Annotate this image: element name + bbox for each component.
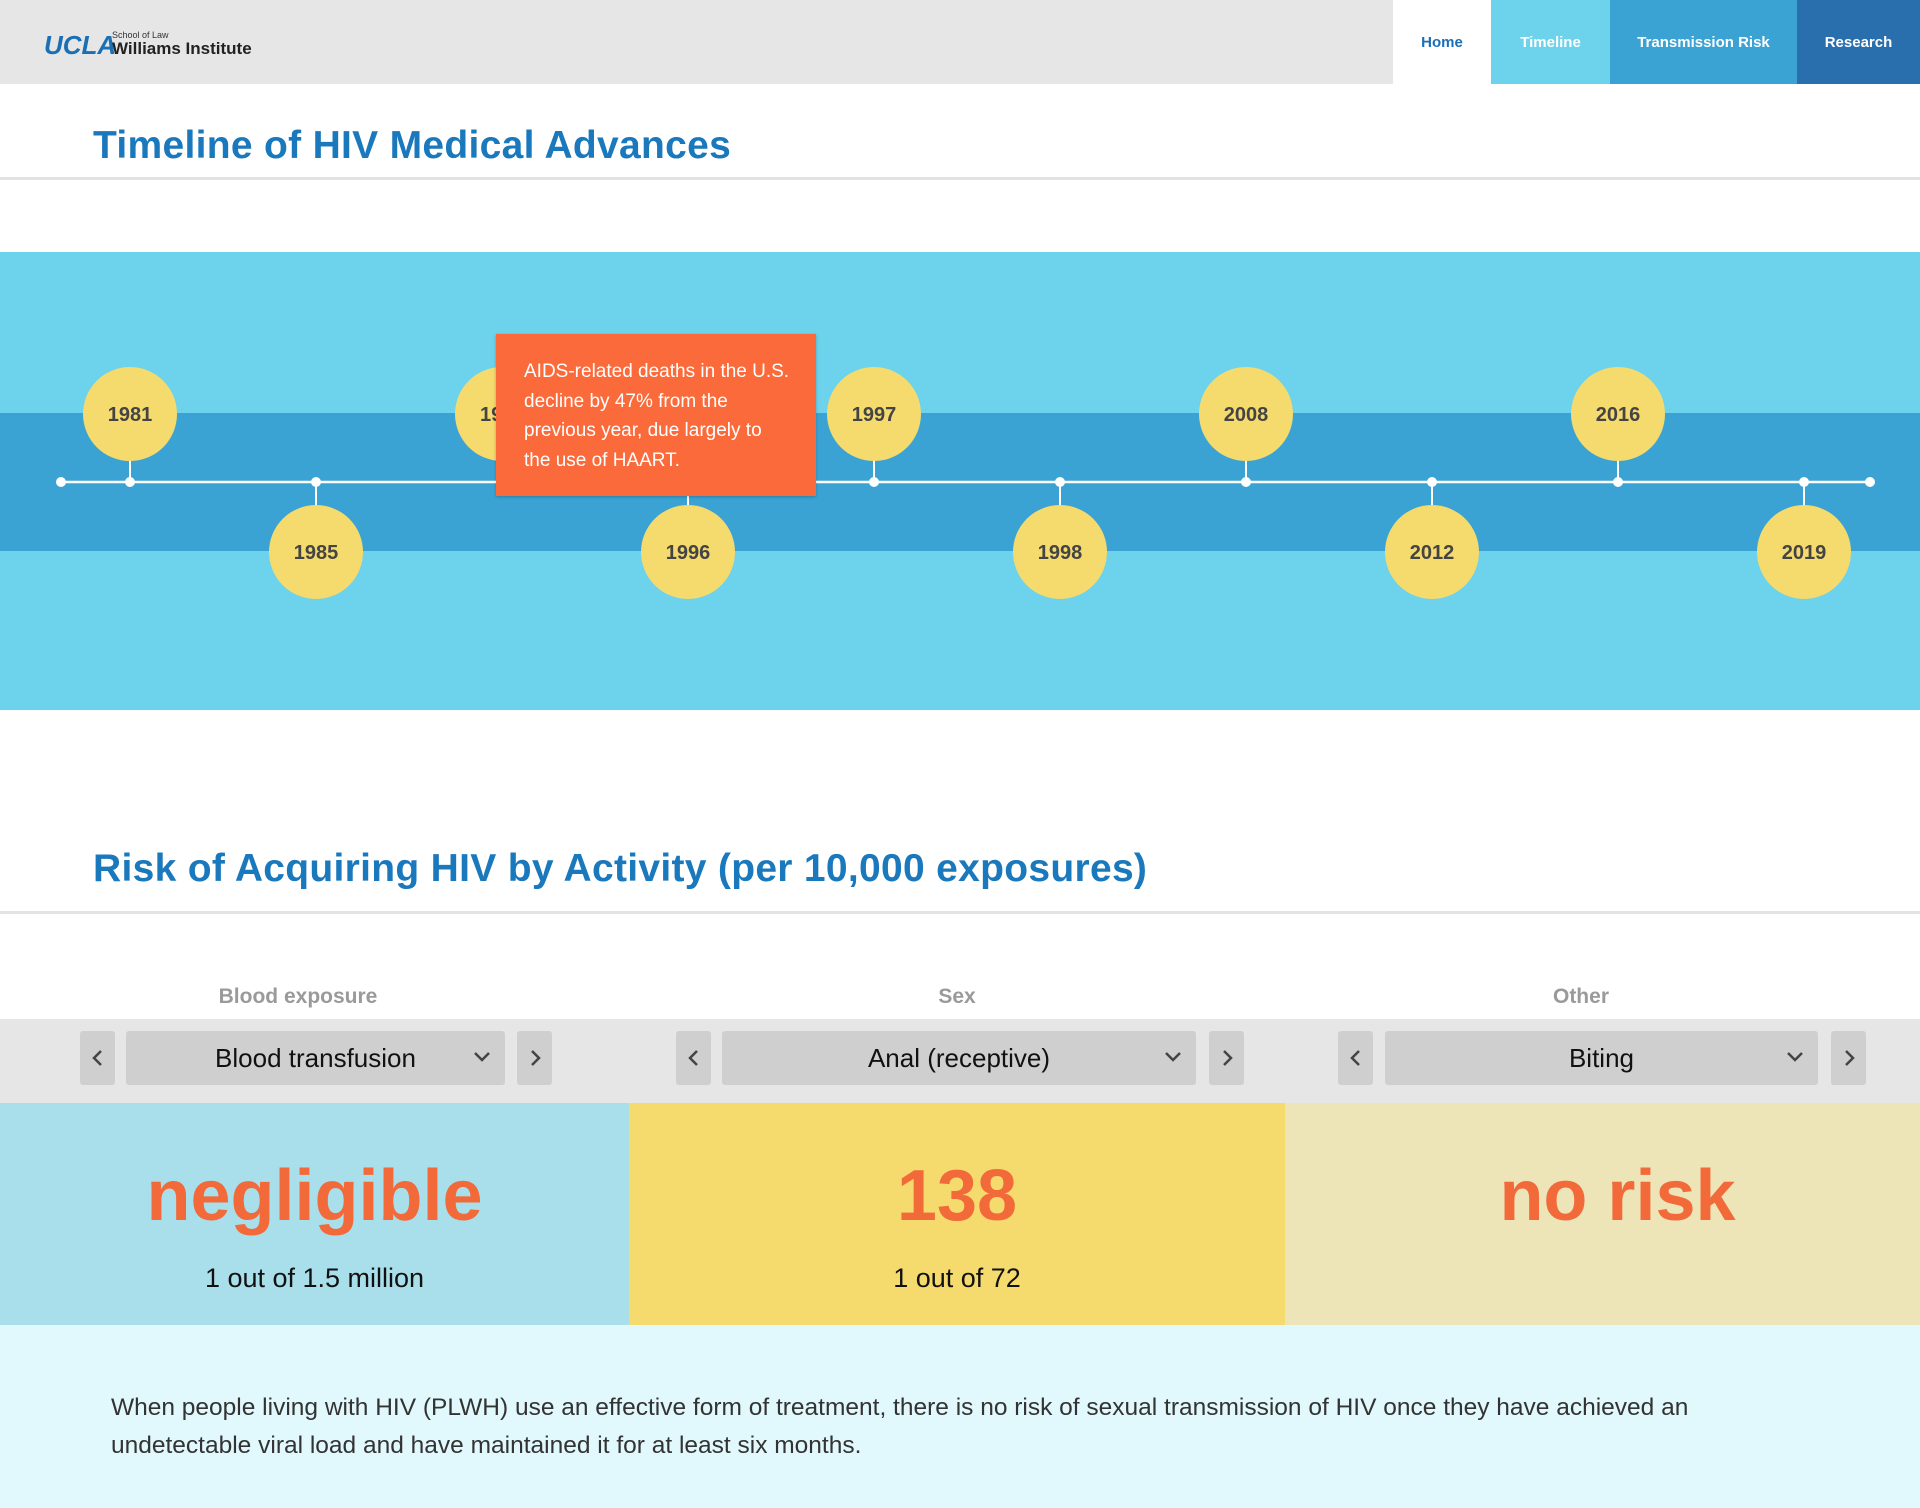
- axis-end: [56, 477, 66, 487]
- event-bubble[interactable]: [1199, 367, 1293, 461]
- event-dot: [311, 477, 321, 487]
- chevron: [1349, 1050, 1360, 1066]
- category-label: Other: [1552, 985, 1609, 1008]
- event-dot: [1799, 477, 1809, 487]
- select-value: Biting: [1568, 1042, 1635, 1073]
- prev-button[interactable]: [1338, 1031, 1373, 1085]
- event-dot: [125, 477, 135, 487]
- risk-odds: 1 out of 1.5 million: [204, 1263, 425, 1293]
- category-label: Blood exposure: [218, 985, 378, 1008]
- result-panel: negligible 1 out of 1.5 million: [0, 1103, 629, 1325]
- event-bubble[interactable]: [1385, 505, 1479, 599]
- risk-value: 138: [896, 1156, 1018, 1236]
- event-year[interactable]: 1997: [852, 404, 897, 426]
- next-button[interactable]: [1209, 1031, 1244, 1085]
- event-bubble[interactable]: [827, 367, 921, 461]
- tooltip: AIDS-related deaths in the U.S. decline …: [496, 334, 816, 496]
- nav-link[interactable]: Timeline: [1491, 0, 1610, 84]
- prev-button[interactable]: [80, 1031, 115, 1085]
- nav-link[interactable]: Home: [1393, 0, 1491, 84]
- chevron: [1222, 1050, 1233, 1066]
- note-section: When people living with HIV (PLWH) use a…: [0, 1325, 1920, 1508]
- top-bar: UCLA School of Law Williams Institute Ho…: [0, 0, 1920, 84]
- chevron: [687, 1050, 698, 1066]
- event-year[interactable]: 1996: [666, 542, 711, 564]
- event-dot: [1427, 477, 1437, 487]
- risk-value: no risk: [1499, 1156, 1736, 1236]
- event-year[interactable]: 1981: [108, 404, 153, 426]
- event-bubble[interactable]: [641, 505, 735, 599]
- event-dot: [1613, 477, 1623, 487]
- select-value: Anal (receptive): [867, 1042, 1051, 1073]
- divider: [0, 911, 1920, 914]
- event-year[interactable]: 2008: [1224, 404, 1269, 426]
- dropdown-chevron: [1165, 1052, 1181, 1062]
- nav-link[interactable]: Research: [1797, 0, 1920, 84]
- event-bubble[interactable]: [83, 367, 177, 461]
- event-year[interactable]: 2012: [1410, 542, 1455, 564]
- chevron: [530, 1050, 541, 1066]
- chevron: [91, 1050, 102, 1066]
- activity-select[interactable]: Biting: [1385, 1031, 1818, 1085]
- nav-link[interactable]: Transmission Risk: [1610, 0, 1797, 84]
- event-year[interactable]: 2019: [1782, 542, 1827, 564]
- category-label: Sex: [938, 985, 976, 1008]
- event-year[interactable]: 1985: [294, 542, 339, 564]
- event-bubble[interactable]: [269, 505, 363, 599]
- activity-select[interactable]: Anal (receptive): [722, 1031, 1196, 1085]
- risk-value: negligible: [146, 1156, 483, 1236]
- next-button[interactable]: [1831, 1031, 1866, 1085]
- section-title: Risk of Acquiring HIV by Activity (per 1…: [93, 847, 1148, 890]
- prev-button[interactable]: [676, 1031, 711, 1085]
- event-dot: [869, 477, 879, 487]
- dropdown-chevron: [474, 1052, 490, 1062]
- dropdown-chevron: [1787, 1052, 1803, 1062]
- divider: [0, 177, 1920, 180]
- event-bubble[interactable]: [1013, 505, 1107, 599]
- event-dot: [1241, 477, 1251, 487]
- result-panel: 138 1 out of 72: [629, 1103, 1285, 1325]
- logo-institute[interactable]: Williams Institute: [112, 39, 252, 58]
- event-year[interactable]: 1998: [1038, 542, 1083, 564]
- select-value: Blood transfusion: [215, 1042, 416, 1073]
- risk-odds: 1 out of 72: [893, 1263, 1021, 1293]
- event-bubble[interactable]: [1571, 367, 1665, 461]
- event-year[interactable]: 2016: [1596, 404, 1641, 426]
- logo-school[interactable]: School of Law: [112, 30, 169, 40]
- event-dot: [1055, 477, 1065, 487]
- section-title: Timeline of HIV Medical Advances: [93, 124, 732, 167]
- activity-select[interactable]: Blood transfusion: [126, 1031, 505, 1085]
- note-text: When people living with HIV (PLWH) use a…: [111, 1394, 1689, 1459]
- chevron: [1844, 1050, 1855, 1066]
- event-bubble[interactable]: [1757, 505, 1851, 599]
- result-panel: no risk: [1285, 1103, 1920, 1325]
- logo-ucla[interactable]: UCLA: [44, 30, 117, 60]
- next-button[interactable]: [517, 1031, 552, 1085]
- axis-end: [1865, 477, 1875, 487]
